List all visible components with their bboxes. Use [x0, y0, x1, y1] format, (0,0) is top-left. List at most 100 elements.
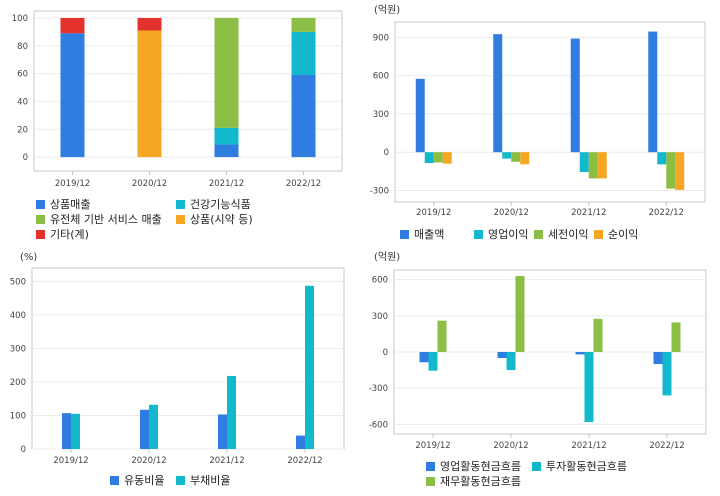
bar [675, 152, 685, 190]
y-tick-label: 200 [10, 378, 26, 388]
bar [584, 352, 594, 422]
legend-swatch [532, 462, 541, 471]
legend-item: 영업이익 [474, 228, 528, 242]
bar [433, 152, 443, 163]
bar [296, 435, 305, 449]
legend-label: 매출액 [414, 228, 445, 241]
bar [415, 78, 425, 153]
bar [437, 320, 447, 352]
legend-swatch [400, 230, 409, 239]
bar [597, 152, 607, 179]
legend-swatch [36, 200, 45, 209]
legend-swatch [36, 215, 45, 224]
y-tick-label: 300 [373, 110, 389, 120]
plot-area [394, 21, 706, 203]
cashflow-plot: -600 -300 0 300 600 (억원) 2019/12 2020/12 2021/12… [369, 251, 707, 451]
legend-label: 순이익 [608, 228, 639, 241]
bar [137, 30, 162, 158]
legend-label: 유전체 기반 서비스 매출 [50, 213, 162, 226]
bar [214, 144, 239, 158]
legend-item: 재무활동현금흐름 [426, 475, 521, 489]
profit-plot: -300 0 300 600 900 (억원) 2019/12 2020/12 2021/12 2… [370, 4, 706, 218]
x-tick-label: 2019/12 [416, 208, 451, 218]
legend-item: 세전이익 [534, 228, 588, 242]
bar [227, 375, 236, 449]
plot-area [33, 10, 343, 172]
bar [149, 404, 158, 449]
legend-label: 부채비율 [190, 474, 231, 487]
bar [419, 352, 429, 363]
bar [497, 352, 507, 359]
bar [653, 352, 663, 365]
legend-item: 상품(시약 등) [176, 213, 253, 227]
legend-label: 상품매출 [50, 198, 91, 211]
bar [671, 322, 681, 352]
revenue-composition-chart: 0 20 40 60 80 100 2019/12 2020/12 2021/12 2022/12… [0, 0, 360, 248]
x-tick-label: 2021/12 [571, 208, 606, 218]
legend-label: 투자활동현금흐름 [546, 460, 627, 473]
x-tick-label: 2022/12 [287, 456, 322, 466]
legend-swatch [176, 476, 185, 485]
bar [305, 285, 314, 449]
bar [291, 17, 316, 32]
y-tick-label: 500 [10, 277, 26, 287]
bar [442, 152, 452, 164]
ratio-legend: 유동비율 부채비율 [110, 474, 360, 492]
legend-swatch [534, 230, 543, 239]
bar [575, 352, 585, 355]
x-tick-label: 2020/12 [494, 208, 529, 218]
x-tick-label: 2022/12 [286, 179, 321, 189]
bar [493, 34, 503, 153]
bar [428, 352, 438, 371]
legend-item: 부채비율 [176, 474, 230, 488]
revenue-composition-legend: 상품매출 건강기능식품 유전체 기반 서비스 매출 상품(시약 등) 기타(계) [36, 198, 356, 248]
bar [424, 152, 434, 164]
x-tick-label: 2020/12 [131, 456, 166, 466]
bar [570, 38, 580, 153]
bar [214, 17, 239, 128]
y-tick-label: 80 [17, 42, 28, 52]
legend-label: 건강기능식품 [190, 198, 251, 211]
bar [506, 352, 516, 371]
profit-chart: -300 0 300 600 900 (억원) 2019/12 2020/12 2021/12 2… [360, 0, 720, 248]
x-tick-label: 2019/12 [55, 179, 90, 189]
legend-swatch [36, 230, 45, 239]
y-tick-label: 100 [12, 14, 28, 24]
legend-item: 영업활동현금흐름 [426, 460, 521, 474]
bar [593, 318, 603, 352]
profit-legend: 매출액 영업이익 세전이익 순이익 [400, 228, 720, 246]
x-tick-label: 2022/12 [649, 441, 684, 451]
bar [511, 152, 521, 162]
x-tick-label: 2021/12 [571, 441, 606, 451]
unit-label: (%) [20, 252, 37, 263]
y-tick-label: 300 [372, 312, 388, 322]
legend-item: 건강기능식품 [176, 198, 251, 212]
y-tick-label: 300 [10, 344, 26, 354]
x-tick-label: 2020/12 [493, 441, 528, 451]
bar [71, 413, 80, 449]
bar [214, 127, 239, 145]
legend-item: 순이익 [594, 228, 638, 242]
y-tick-label: 0 [21, 445, 26, 455]
y-tick-label: 0 [23, 153, 28, 163]
legend-swatch [426, 477, 435, 486]
y-tick-label: 0 [383, 348, 388, 358]
legend-swatch [176, 200, 185, 209]
bar [666, 152, 676, 189]
revenue-composition-plot: 0 20 40 60 80 100 2019/12 2020/12 2021/12 2022/12 [12, 10, 343, 189]
bar [657, 152, 667, 165]
y-tick-label: 600 [373, 72, 389, 82]
y-tick-label: 20 [17, 125, 28, 135]
legend-swatch [594, 230, 603, 239]
legend-item: 투자활동현금흐름 [532, 460, 627, 474]
cashflow-chart: -600 -300 0 300 600 (억원) 2019/12 2020/12 2021/12… [360, 248, 720, 496]
ratio-plot: 0 100 200 300 400 500 (%) 2019/12 2020/12 2021/12… [10, 252, 345, 466]
x-tick-label: 2020/12 [132, 179, 167, 189]
bar [60, 17, 85, 34]
legend-item: 매출액 [400, 228, 444, 242]
bar [137, 17, 162, 31]
bar [502, 152, 512, 159]
bar [291, 75, 316, 158]
x-tick-label: 2021/12 [209, 456, 244, 466]
